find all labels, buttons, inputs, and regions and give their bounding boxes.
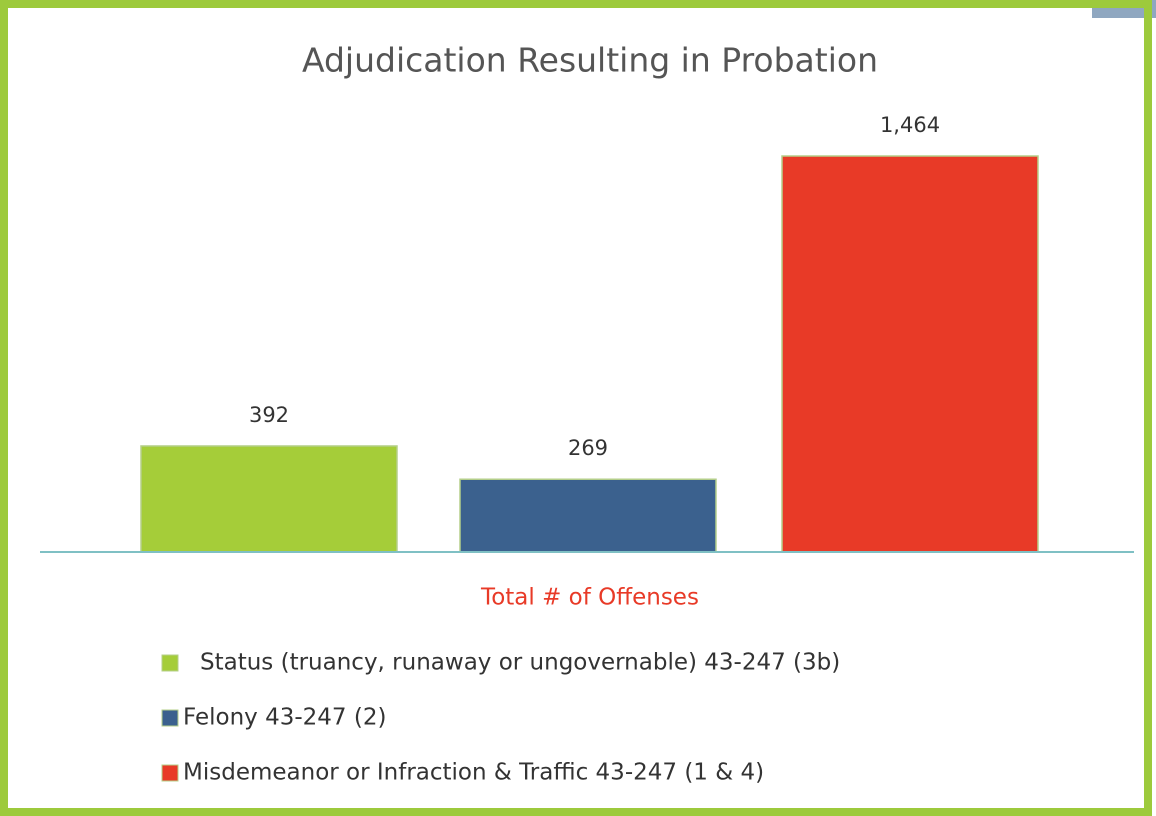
legend-label: Misdemeanor or Infraction & Traffic 43-2… — [183, 760, 764, 786]
data-label: 1,464 — [880, 113, 940, 137]
legend-swatch — [161, 709, 179, 727]
x-axis-category: Total # of Offenses — [480, 585, 699, 611]
bar — [459, 478, 717, 553]
legend-swatch — [161, 764, 179, 782]
data-label: 269 — [568, 436, 608, 460]
chart-title: Adjudication Resulting in Probation — [302, 41, 878, 80]
legend-swatch — [161, 654, 179, 672]
legend-label: Felony 43-247 (2) — [183, 705, 386, 731]
legend-label: Status (truancy, runaway or ungovernable… — [200, 650, 840, 676]
bar — [140, 445, 398, 553]
bar — [781, 155, 1039, 553]
data-label: 392 — [249, 403, 289, 427]
